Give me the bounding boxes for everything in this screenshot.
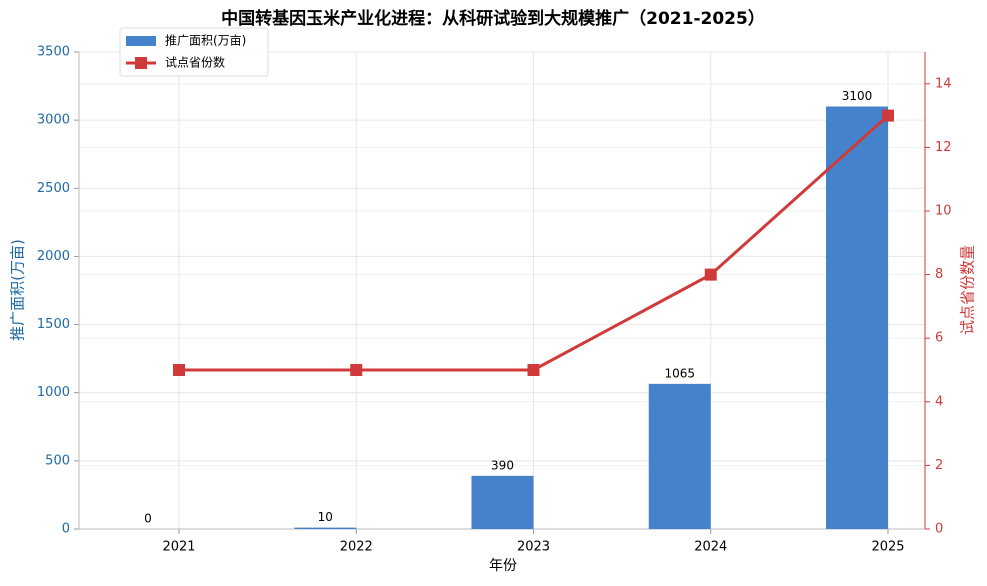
bar-value-label: 10 bbox=[318, 510, 333, 524]
y2-tick-label: 2 bbox=[935, 458, 943, 473]
bar-value-label: 3100 bbox=[842, 89, 873, 103]
bar bbox=[471, 475, 534, 529]
legend-box bbox=[119, 27, 269, 77]
y-tick-label: 0 bbox=[62, 522, 70, 537]
y-tick-label: 1500 bbox=[37, 317, 70, 332]
y-tick-label: 3500 bbox=[37, 45, 70, 60]
y2-axis-label: 试点省份数量 bbox=[959, 245, 977, 335]
legend-label: 试点省份数 bbox=[165, 55, 225, 70]
legend: 推广面积(万亩) 试点省份数 bbox=[119, 27, 269, 77]
x-tick-label: 2023 bbox=[517, 540, 550, 555]
bar-value-label: 1065 bbox=[664, 366, 695, 380]
y2-tick-label: 8 bbox=[935, 267, 943, 282]
marker bbox=[350, 364, 363, 376]
chart-title: 中国转基因玉米产业化进程：从科研试验到大规模推广（2021-2025） bbox=[221, 8, 765, 29]
legend-marker bbox=[135, 57, 147, 69]
y-tick-label: 3000 bbox=[37, 113, 70, 128]
y-tick-label: 2500 bbox=[37, 181, 70, 196]
bar-value-label: 0 bbox=[144, 512, 152, 526]
x-tick-label: 2021 bbox=[162, 540, 195, 555]
marker bbox=[882, 109, 894, 122]
y2-tick-label: 4 bbox=[935, 394, 943, 409]
y-axis-label: 推广面积(万亩) bbox=[9, 239, 27, 341]
y2-tick-label: 12 bbox=[935, 140, 952, 155]
y-tick-label: 500 bbox=[45, 453, 70, 468]
y2-tick-label: 6 bbox=[935, 331, 943, 346]
x-tick-label: 2022 bbox=[340, 540, 373, 555]
bar-value-label: 390 bbox=[491, 458, 514, 472]
x-tick-label: 2025 bbox=[871, 540, 904, 555]
legend-swatch bbox=[126, 36, 156, 46]
x-tick-label: 2024 bbox=[694, 540, 727, 555]
marker bbox=[704, 268, 717, 281]
x-axis-label: 年份 bbox=[489, 558, 517, 574]
bar bbox=[826, 106, 888, 529]
y2-tick-label: 14 bbox=[935, 76, 952, 91]
y2-tick-label: 0 bbox=[935, 522, 943, 537]
y-tick-label: 1000 bbox=[37, 385, 70, 400]
marker bbox=[173, 364, 185, 376]
y2-tick-label: 10 bbox=[935, 204, 952, 219]
bar bbox=[294, 527, 357, 529]
bar bbox=[648, 383, 711, 529]
legend-label: 推广面积(万亩) bbox=[165, 33, 246, 48]
marker bbox=[527, 364, 540, 376]
y-tick-label: 2000 bbox=[37, 249, 70, 264]
